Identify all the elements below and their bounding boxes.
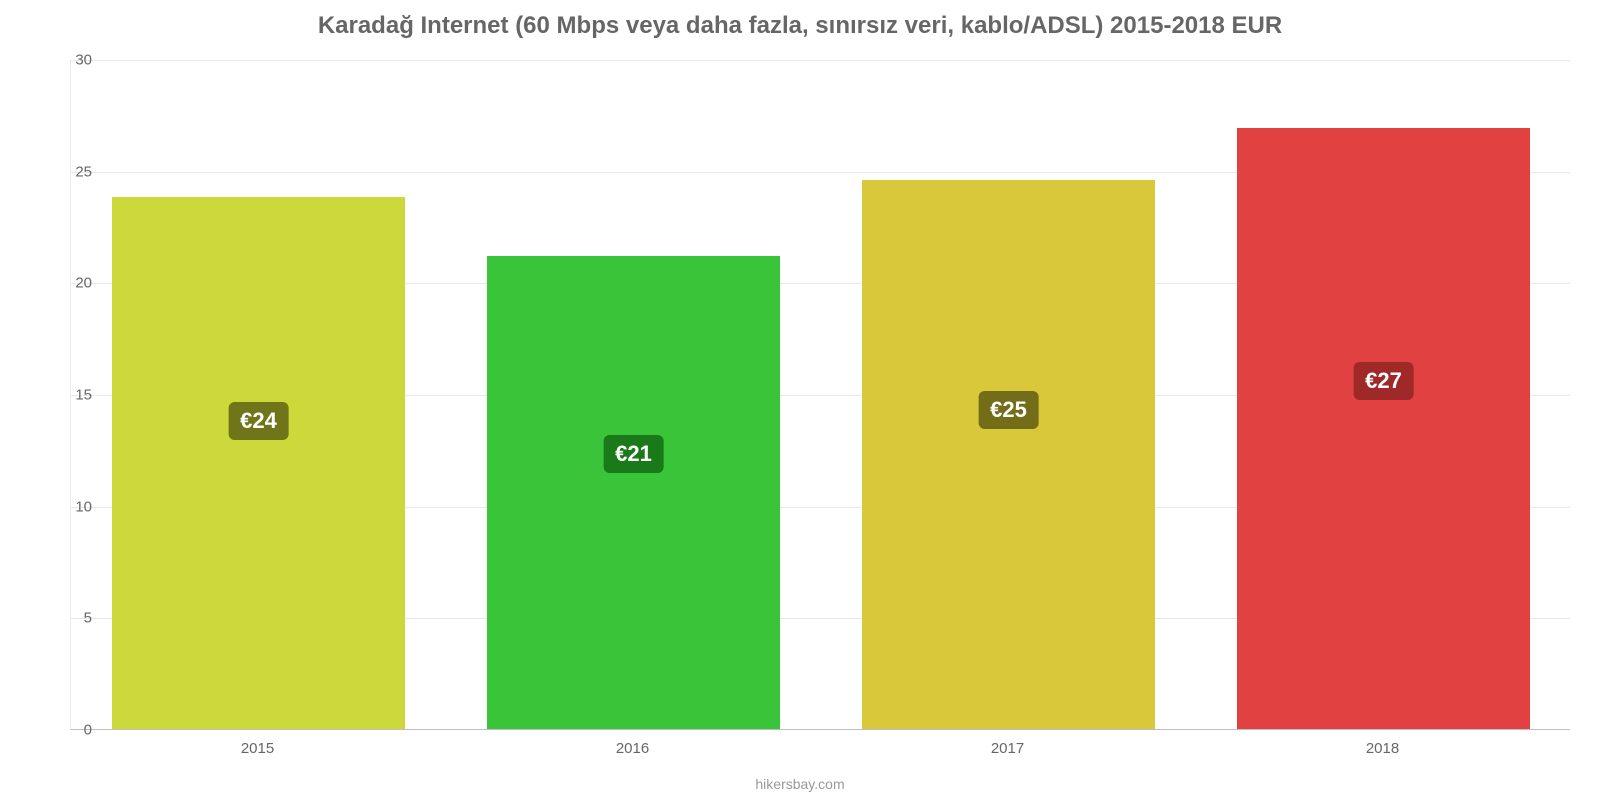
y-tick-label: 20 — [42, 275, 92, 292]
bar-chart: Karadağ Internet (60 Mbps veya daha fazl… — [0, 0, 1600, 800]
bar: €21 — [487, 256, 780, 729]
y-tick-label: 25 — [42, 163, 92, 180]
y-tick-label: 15 — [42, 387, 92, 404]
y-tick-label: 0 — [42, 722, 92, 739]
gridline — [71, 60, 1570, 61]
bar-value-label: €27 — [1353, 362, 1414, 400]
x-tick-label: 2016 — [616, 740, 649, 757]
y-tick-label: 5 — [42, 610, 92, 627]
x-tick-label: 2018 — [1366, 740, 1399, 757]
y-tick-label: 10 — [42, 498, 92, 515]
x-tick-label: 2015 — [241, 740, 274, 757]
x-tick-label: 2017 — [991, 740, 1024, 757]
y-tick-label: 30 — [42, 52, 92, 69]
bar: €27 — [1237, 128, 1530, 729]
bar: €24 — [112, 197, 405, 729]
bar-value-label: €21 — [603, 435, 664, 473]
bar-value-label: €25 — [978, 391, 1039, 429]
bar: €25 — [862, 180, 1155, 729]
chart-source: hikersbay.com — [0, 776, 1600, 792]
chart-title: Karadağ Internet (60 Mbps veya daha fazl… — [0, 12, 1600, 40]
bar-value-label: €24 — [228, 402, 289, 440]
plot-area: €24 €21 €25 €27 — [70, 60, 1570, 730]
